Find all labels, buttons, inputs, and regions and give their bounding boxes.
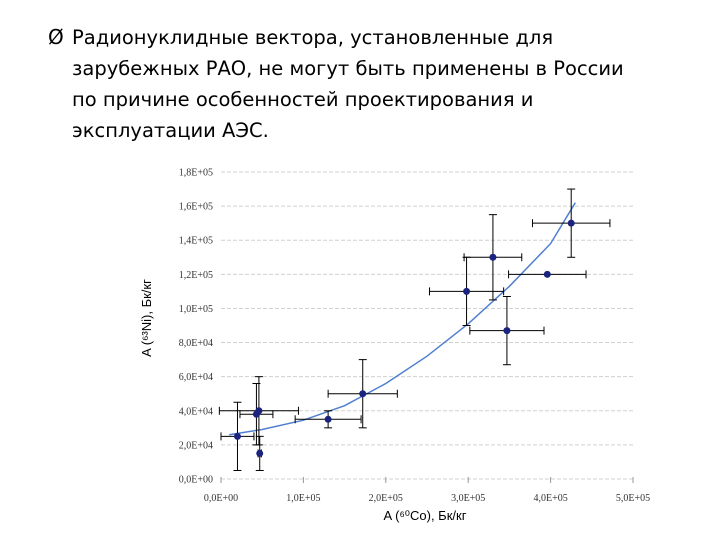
y-axis-title: A (⁶³Ni), Бк/кг xyxy=(139,279,154,357)
x-axis-title: A (⁶⁰Co), Бк/кг xyxy=(384,508,467,523)
x-tick-label: 4,0E+05 xyxy=(533,493,567,504)
y-tick-labels: 0,0E+00 2,0E+04 4,0E+04 6,0E+04 8,0E+04 1,0E+… xyxy=(179,168,213,486)
y-tick-label: 1,6E+05 xyxy=(179,202,213,213)
x-tick-label: 0,0E+00 xyxy=(204,493,238,504)
y-tick-label: 1,4E+05 xyxy=(179,236,213,247)
x-tick-label: 3,0E+05 xyxy=(451,493,485,504)
data-point xyxy=(233,432,241,440)
data-point xyxy=(503,327,511,335)
data-point xyxy=(359,390,367,398)
bullet-arrow-icon: Ø xyxy=(48,25,64,49)
text-line-3: по причине особенностей проектирования и xyxy=(72,88,534,111)
data-points xyxy=(233,219,575,457)
y-tick-label: 1,8E+05 xyxy=(179,168,213,179)
x-tick-labels: 0,0E+00 1,0E+05 2,0E+05 3,0E+05 4,0E+05 5,0E+… xyxy=(204,493,650,504)
x-tick-label: 5,0E+05 xyxy=(616,493,650,504)
data-point xyxy=(567,219,575,227)
x-tick-label: 1,0E+05 xyxy=(286,493,320,504)
y-tick-label: 0,0E+00 xyxy=(179,475,213,486)
data-point xyxy=(255,407,263,415)
x-tick-label: 2,0E+05 xyxy=(369,493,403,504)
y-tick-label: 8,0E+04 xyxy=(179,338,213,349)
y-tick-label: 4,0E+04 xyxy=(179,406,213,417)
data-point xyxy=(324,415,332,423)
data-point xyxy=(543,270,551,278)
text-line-4: эксплуатации АЭС. xyxy=(72,119,269,142)
y-tick-label: 2,0E+04 xyxy=(179,440,213,451)
y-tick-label: 6,0E+04 xyxy=(179,372,213,383)
y-tick-label: 1,0E+05 xyxy=(179,304,213,315)
text-line-1: Радионуклидные вектора, установленные дл… xyxy=(72,26,554,49)
text-line-2: зарубежных РАО, не могут быть применены … xyxy=(72,57,624,80)
data-point xyxy=(463,287,471,295)
error-bars xyxy=(218,188,611,471)
slide-text: Ø Радионуклидные вектора, установленные … xyxy=(48,22,688,146)
grid-lines xyxy=(220,171,634,483)
y-tick-label: 1,2E+05 xyxy=(179,270,213,281)
fit-curve xyxy=(229,202,576,436)
data-point xyxy=(256,449,264,457)
data-point xyxy=(489,253,497,261)
